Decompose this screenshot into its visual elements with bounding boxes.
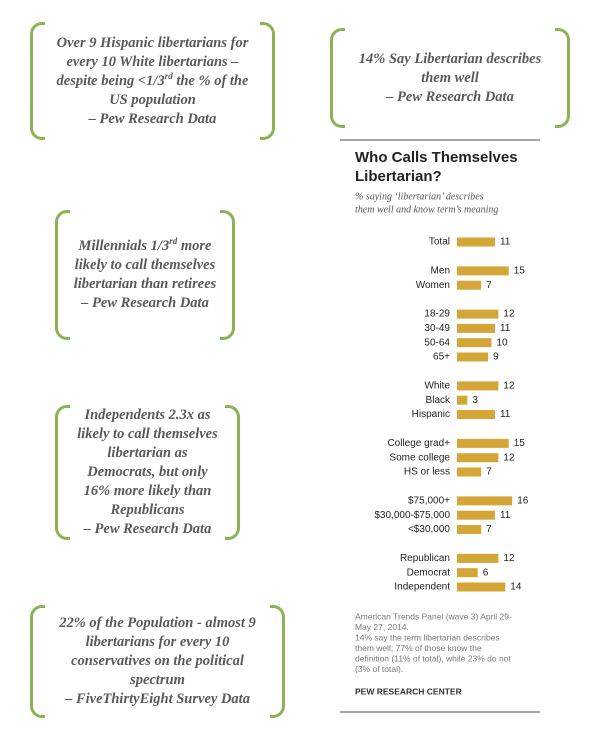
category-label: College grad+ bbox=[387, 438, 450, 449]
value-label: 9 bbox=[493, 352, 499, 363]
quote-text: 22% of the Population - almost 9 liberta… bbox=[48, 614, 267, 709]
value-label: 3 bbox=[472, 395, 478, 406]
category-label: 30-49 bbox=[424, 323, 450, 334]
bar bbox=[457, 323, 495, 333]
quote-source: – FiveThirtyEight Survey Data bbox=[65, 691, 250, 707]
quote-text: 14% Say Libertarian describes them well –… bbox=[348, 50, 552, 107]
quote-source: – Pew Research Data bbox=[88, 110, 217, 127]
category-label: $75,000+ bbox=[408, 496, 450, 507]
value-label: 7 bbox=[486, 524, 492, 535]
quote-text: Millennials 1/3rd more likely to call th… bbox=[73, 237, 217, 313]
category-label: Some college bbox=[389, 452, 450, 463]
quote-box: Over 9 Hispanic libertarians for every 1… bbox=[30, 22, 275, 140]
category-label: Women bbox=[416, 280, 450, 291]
bar bbox=[457, 266, 509, 276]
category-label: Total bbox=[429, 237, 450, 248]
bar bbox=[457, 510, 495, 520]
quote-text-part: the % of the US population bbox=[109, 72, 249, 108]
category-label: White bbox=[424, 381, 450, 392]
quote-text-part: 22% of the Population - almost 9 liberta… bbox=[59, 615, 256, 688]
bar bbox=[457, 525, 482, 534]
chart-subtitle: % saying ‘libertarian’ describes bbox=[355, 191, 484, 202]
category-label: $30,000-$75,000 bbox=[374, 510, 450, 521]
quote-text-part: more likely to call themselves libertari… bbox=[73, 238, 217, 292]
bar bbox=[457, 568, 478, 578]
value-label: 12 bbox=[503, 553, 515, 564]
quote-text-part: rd bbox=[164, 70, 173, 81]
value-label: 12 bbox=[503, 452, 515, 463]
bar bbox=[457, 395, 468, 405]
bar bbox=[457, 582, 506, 592]
category-label: Republican bbox=[400, 553, 450, 564]
category-label: HS or less bbox=[404, 467, 450, 478]
value-label: 6 bbox=[483, 567, 489, 578]
category-label: Black bbox=[426, 395, 451, 406]
bar bbox=[457, 309, 499, 319]
chart-subtitle: them well and know term’s meaning bbox=[355, 204, 498, 215]
quote-box: Independents 2.3x as likely to call them… bbox=[55, 405, 240, 540]
value-label: 11 bbox=[500, 237, 511, 248]
value-label: 11 bbox=[500, 409, 511, 420]
category-label: Hispanic bbox=[412, 409, 450, 420]
category-label: 18-29 bbox=[424, 309, 450, 320]
bar bbox=[457, 352, 489, 362]
quote-text: Independents 2.3x as likely to call them… bbox=[73, 406, 222, 539]
quote-source: – Pew Research Data bbox=[81, 295, 209, 311]
bar bbox=[457, 237, 495, 247]
value-label: 16 bbox=[517, 496, 529, 507]
value-label: 7 bbox=[486, 467, 492, 478]
quote-source: – Pew Research Data bbox=[83, 521, 212, 537]
chart-title: Libertarian? bbox=[355, 168, 442, 185]
category-label: 65+ bbox=[433, 352, 450, 363]
category-label: Democrat bbox=[407, 567, 451, 578]
bar bbox=[457, 453, 499, 463]
bar bbox=[457, 496, 513, 506]
quote-text-part: Over 9 Hispanic libertarians for every 1… bbox=[56, 34, 249, 89]
category-label: <$30,000 bbox=[408, 524, 450, 535]
bar bbox=[457, 438, 509, 448]
chart-title: Who Calls Themselves bbox=[355, 149, 518, 166]
chart-note: them well; 77% of those know the bbox=[355, 643, 482, 653]
quote-source: – Pew Research Data bbox=[386, 88, 514, 105]
bar bbox=[457, 553, 499, 563]
category-label: Independent bbox=[394, 582, 450, 593]
quote-text-part: 14% Say Libertarian describes them well bbox=[358, 50, 542, 86]
quote-box: 14% Say Libertarian describes them well –… bbox=[330, 28, 570, 128]
category-label: 50-64 bbox=[424, 337, 450, 348]
bar bbox=[457, 410, 495, 419]
bar bbox=[457, 280, 482, 290]
value-label: 14 bbox=[510, 582, 522, 593]
quote-box: 22% of the Population - almost 9 liberta… bbox=[30, 605, 285, 718]
value-label: 15 bbox=[514, 266, 526, 277]
value-label: 11 bbox=[500, 323, 511, 334]
chart-note: (3% of total). bbox=[355, 664, 403, 674]
bar bbox=[457, 467, 482, 477]
quote-text-part: Millennials 1/3 bbox=[78, 238, 170, 254]
value-label: 7 bbox=[486, 280, 492, 291]
chart-note: American Trends Panel (wave 3) April 29- bbox=[355, 611, 512, 621]
bar bbox=[457, 338, 492, 348]
chart-note: May 27, 2014. bbox=[355, 622, 409, 632]
quote-text-part: rd bbox=[169, 236, 178, 247]
chart-note: 14% say the term libertarian describes bbox=[355, 632, 500, 642]
value-label: 15 bbox=[514, 438, 526, 449]
quote-text: Over 9 Hispanic libertarians for every 1… bbox=[48, 34, 257, 129]
value-label: 12 bbox=[503, 309, 515, 320]
quote-box: Millennials 1/3rd more likely to call th… bbox=[55, 210, 235, 340]
bar bbox=[457, 381, 499, 391]
value-label: 11 bbox=[500, 510, 511, 521]
value-label: 10 bbox=[497, 337, 509, 348]
category-label: Men bbox=[431, 266, 450, 277]
chart-source: PEW RESEARCH CENTER bbox=[355, 686, 462, 696]
chart-note: definition (11% of total), while 23% do … bbox=[355, 653, 511, 663]
quote-text-part: Independents 2.3x as likely to call them… bbox=[77, 407, 218, 518]
value-label: 12 bbox=[503, 381, 515, 392]
